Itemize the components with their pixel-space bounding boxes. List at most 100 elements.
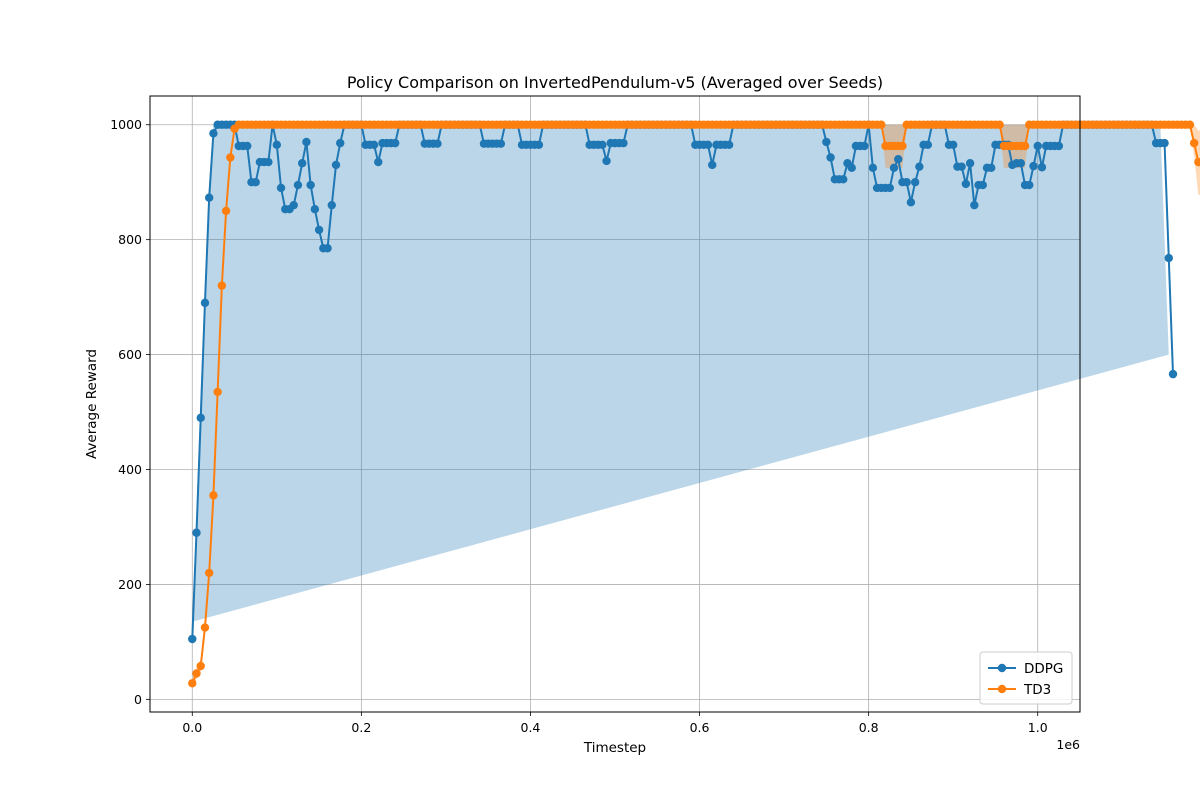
ddpg-point (496, 139, 506, 148)
x-tick-label: 0.6 (690, 720, 710, 735)
ddpg-point (369, 140, 379, 150)
ddpg-point (1160, 138, 1169, 148)
ddpg-point (204, 193, 214, 202)
ddpg-point (987, 163, 996, 173)
y-tick-label: 800 (118, 232, 142, 247)
ddpg-point (1033, 141, 1042, 151)
ddpg-point (970, 200, 979, 210)
td3-point (1194, 157, 1200, 167)
ddpg-point (957, 162, 966, 171)
ddpg-point (847, 163, 856, 173)
td3-point (1185, 120, 1195, 129)
y-axis-ticks: 0 200 400 600 800 1000 (110, 117, 150, 707)
x-tick-label: 0.8 (859, 720, 879, 735)
ddpg-point (708, 160, 717, 170)
td3-point (200, 623, 210, 632)
ddpg-point (894, 155, 903, 164)
ddpg-point (310, 205, 320, 214)
td3-point (995, 120, 1004, 129)
ddpg-point (860, 141, 869, 151)
ddpg-point (289, 200, 298, 210)
ddpg-point (923, 140, 933, 150)
ddpg-confidence-band (192, 124, 1169, 622)
y-tick-label: 0 (134, 692, 142, 707)
y-tick-label: 600 (118, 347, 142, 362)
ddpg-point (433, 139, 442, 148)
ddpg-point (188, 634, 197, 644)
ddpg-point (948, 140, 958, 150)
ddpg-point (264, 157, 273, 167)
ddpg-point (323, 244, 332, 253)
plot-frame (149, 95, 1081, 713)
x-tick-label: 0.0 (182, 720, 202, 735)
ddpg-point (306, 180, 315, 190)
ddpg-point (534, 140, 544, 150)
td3-point (192, 669, 201, 678)
grid (150, 96, 1080, 712)
ddpg-point (602, 156, 611, 166)
ddpg-point (243, 141, 252, 151)
ddpg-point (619, 138, 628, 148)
ddpg-point (724, 140, 734, 150)
td3-point (188, 679, 197, 688)
td3-point (226, 153, 235, 162)
ddpg-point (965, 159, 975, 168)
ddpg-point (1029, 161, 1038, 171)
ddpg-point (978, 180, 987, 190)
td3-point (898, 141, 907, 151)
chart-title: Policy Comparison on InvertedPendulum-v5… (347, 73, 883, 92)
ddpg-point (200, 298, 210, 308)
ddpg-point (293, 180, 303, 190)
y-axis-label: Average Reward (84, 349, 100, 459)
td3-point (196, 661, 205, 671)
ddpg-point (915, 162, 924, 171)
x-axis-label: Timestep (583, 740, 646, 756)
y-tick-label: 1000 (110, 117, 142, 132)
td3-point (204, 568, 214, 578)
legend-label-ddpg: DDPG (1024, 661, 1063, 677)
td3-point (877, 120, 886, 129)
legend-marker-td3 (997, 684, 1007, 694)
ddpg-point (1054, 141, 1064, 151)
ddpg-point (910, 177, 920, 187)
ddpg-point (906, 198, 916, 207)
ddpg-point (192, 528, 201, 537)
ddpg-point (331, 160, 341, 170)
x-tick-label: 0.4 (521, 720, 541, 735)
ddpg-point (327, 200, 336, 210)
legend-label-td3: TD3 (1023, 682, 1051, 698)
td3-point (221, 206, 231, 216)
ddpg-point (703, 140, 713, 150)
ddpg-point (276, 183, 286, 193)
ddpg-point (374, 157, 383, 167)
ddpg-point (868, 163, 878, 173)
ddpg-point (826, 153, 835, 162)
y-tick-label: 200 (118, 577, 142, 592)
x-tick-label: 0.2 (351, 720, 371, 735)
ddpg-point (302, 137, 311, 147)
ddpg-point (598, 140, 607, 150)
ddpg-point (961, 179, 971, 189)
ddpg-point (314, 225, 324, 235)
ddpg-point (336, 138, 345, 148)
td3-point (217, 281, 227, 290)
ddpg-point (822, 137, 831, 147)
td3-point (1189, 138, 1199, 148)
series-markers (188, 120, 1200, 688)
x-axis-ticks: 0.0 0.2 0.4 0.6 0.8 1.0 (182, 712, 1048, 735)
ddpg-point (272, 140, 282, 150)
ddpg-point (1016, 159, 1026, 168)
ddpg-point (889, 163, 899, 173)
ddpg-point (839, 175, 848, 184)
ddpg-point (1037, 163, 1047, 172)
confidence-bands (192, 124, 1200, 688)
ddpg-point (251, 177, 260, 187)
ddpg-point (390, 138, 400, 148)
x-axis-offset-label: 1e6 (1056, 737, 1080, 752)
y-tick-label: 400 (118, 462, 142, 477)
ddpg-point (902, 177, 911, 187)
td3-point (209, 491, 218, 500)
ddpg-point (1168, 369, 1178, 379)
x-tick-label: 1.0 (1028, 720, 1048, 735)
